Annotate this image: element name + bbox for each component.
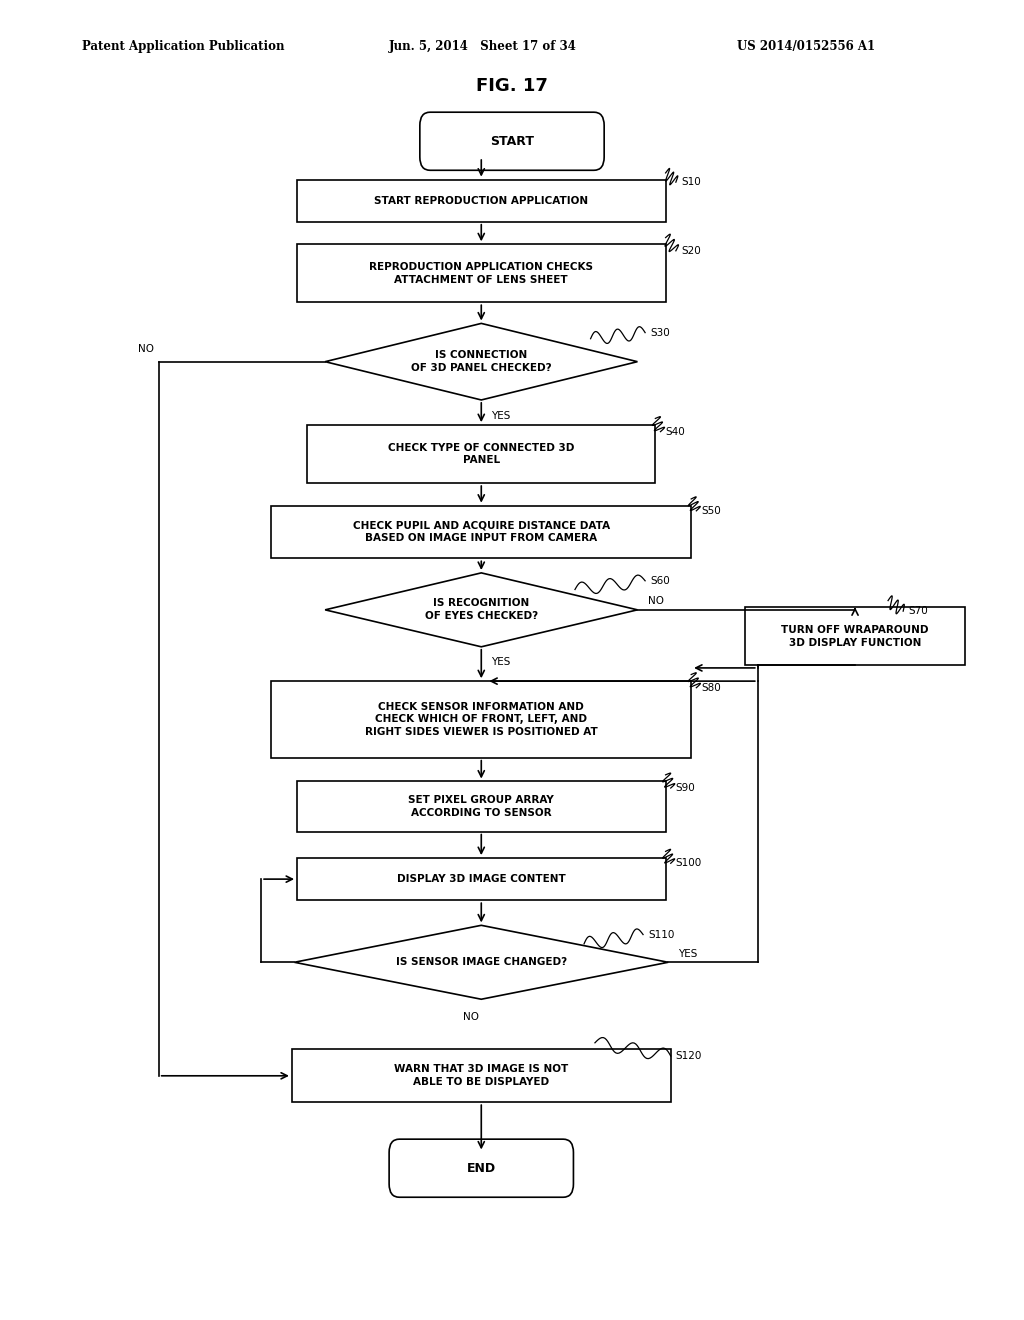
Bar <box>297 244 666 302</box>
Bar <box>271 506 691 558</box>
Text: TURN OFF WRAPAROUND
3D DISPLAY FUNCTION: TURN OFF WRAPAROUND 3D DISPLAY FUNCTION <box>781 624 929 648</box>
Bar <box>297 858 666 900</box>
Bar <box>297 180 666 222</box>
Text: S90: S90 <box>676 783 695 793</box>
Text: Patent Application Publication: Patent Application Publication <box>82 40 285 53</box>
Bar <box>292 1049 671 1102</box>
Text: S110: S110 <box>648 929 675 940</box>
Text: START REPRODUCTION APPLICATION: START REPRODUCTION APPLICATION <box>374 195 589 206</box>
Text: S120: S120 <box>676 1051 702 1061</box>
Text: IS CONNECTION
OF 3D PANEL CHECKED?: IS CONNECTION OF 3D PANEL CHECKED? <box>411 350 552 374</box>
Text: US 2014/0152556 A1: US 2014/0152556 A1 <box>737 40 876 53</box>
Text: WARN THAT 3D IMAGE IS NOT
ABLE TO BE DISPLAYED: WARN THAT 3D IMAGE IS NOT ABLE TO BE DIS… <box>394 1064 568 1088</box>
Text: REPRODUCTION APPLICATION CHECKS
ATTACHMENT OF LENS SHEET: REPRODUCTION APPLICATION CHECKS ATTACHME… <box>370 261 593 285</box>
Text: NO: NO <box>463 1012 479 1023</box>
Polygon shape <box>326 323 637 400</box>
Text: END: END <box>467 1162 496 1175</box>
Bar <box>744 607 965 665</box>
Bar <box>297 781 666 832</box>
Text: YES: YES <box>492 657 511 668</box>
Text: S70: S70 <box>908 606 928 616</box>
Polygon shape <box>326 573 637 647</box>
Text: CHECK PUPIL AND ACQUIRE DISTANCE DATA
BASED ON IMAGE INPUT FROM CAMERA: CHECK PUPIL AND ACQUIRE DISTANCE DATA BA… <box>352 520 610 544</box>
Text: YES: YES <box>492 411 511 421</box>
Text: NO: NO <box>137 343 154 354</box>
Bar <box>271 681 691 758</box>
Text: SET PIXEL GROUP ARRAY
ACCORDING TO SENSOR: SET PIXEL GROUP ARRAY ACCORDING TO SENSO… <box>409 795 554 818</box>
Text: S30: S30 <box>650 327 670 338</box>
Bar <box>307 425 655 483</box>
Text: S100: S100 <box>676 858 702 869</box>
Text: S20: S20 <box>681 246 700 256</box>
Text: S60: S60 <box>650 576 670 586</box>
FancyBboxPatch shape <box>389 1139 573 1197</box>
Text: S50: S50 <box>701 506 721 516</box>
Polygon shape <box>295 925 668 999</box>
Text: IS SENSOR IMAGE CHANGED?: IS SENSOR IMAGE CHANGED? <box>395 957 567 968</box>
FancyBboxPatch shape <box>420 112 604 170</box>
Text: Jun. 5, 2014   Sheet 17 of 34: Jun. 5, 2014 Sheet 17 of 34 <box>389 40 577 53</box>
Text: YES: YES <box>678 949 697 960</box>
Text: START: START <box>490 135 534 148</box>
Text: FIG. 17: FIG. 17 <box>476 77 548 95</box>
Text: DISPLAY 3D IMAGE CONTENT: DISPLAY 3D IMAGE CONTENT <box>397 874 565 884</box>
Text: NO: NO <box>647 595 664 606</box>
Text: IS RECOGNITION
OF EYES CHECKED?: IS RECOGNITION OF EYES CHECKED? <box>425 598 538 622</box>
Text: S80: S80 <box>701 682 721 693</box>
Text: S10: S10 <box>681 177 700 187</box>
Text: CHECK TYPE OF CONNECTED 3D
PANEL: CHECK TYPE OF CONNECTED 3D PANEL <box>388 442 574 466</box>
Text: CHECK SENSOR INFORMATION AND
CHECK WHICH OF FRONT, LEFT, AND
RIGHT SIDES VIEWER : CHECK SENSOR INFORMATION AND CHECK WHICH… <box>365 702 598 737</box>
Text: S40: S40 <box>666 426 685 437</box>
